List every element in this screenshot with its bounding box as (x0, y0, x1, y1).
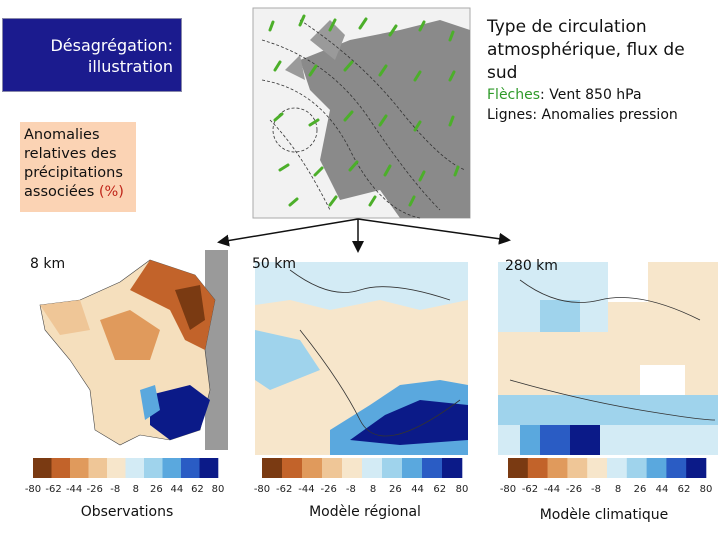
colorbar-label: -44 (298, 484, 314, 495)
colorbar-label: -26 (86, 484, 102, 495)
colorbar-cell (607, 458, 628, 478)
resolution: 8 km (30, 256, 66, 272)
colorbar-label: 62 (678, 484, 691, 495)
colorbar-cell (70, 458, 89, 478)
colorbar-cell (666, 458, 687, 478)
colorbar-label: -26 (566, 484, 582, 495)
observation-map (25, 250, 228, 455)
arrows (217, 218, 511, 253)
colorbar-label: -62 (522, 484, 538, 495)
colorbar-label: 44 (171, 484, 184, 495)
colorbar-label: 8 (615, 484, 621, 495)
colorbar-label: 26 (150, 484, 163, 495)
colorbar-label: 80 (456, 484, 469, 495)
colorbar-label: -62 (276, 484, 292, 495)
colorbar-cell (587, 458, 608, 478)
caption: Modèle régional (309, 504, 421, 520)
anomaly-unit: (%) (98, 184, 124, 200)
colorbar-label: -8 (346, 484, 356, 495)
anomaly-text: Anomalies relatives des précipitations a… (24, 127, 123, 200)
arrows-text: : Vent 850 hPa (540, 87, 642, 103)
climate-map (498, 262, 718, 455)
title-line: Désagrégation: (50, 36, 173, 55)
colorbar-cell (422, 458, 443, 478)
colorbar-cell (362, 458, 383, 478)
colorbar-label: -26 (320, 484, 336, 495)
colorbar-cell (686, 458, 707, 478)
colorbar-cell (33, 458, 52, 478)
arrows-legend: Flèches: Vent 850 hPa (487, 85, 719, 105)
circulation-map (252, 7, 471, 219)
resolution: 50 km (252, 256, 297, 272)
colorbar-cell (646, 458, 667, 478)
colorbar-label: -44 (66, 484, 82, 495)
colorbar-cell (162, 458, 182, 478)
colorbar-cell (107, 458, 126, 478)
colorbar-cell (51, 458, 71, 478)
colorbar-cell (144, 458, 163, 478)
colorbar-cell (262, 458, 283, 478)
colorbar-cell (547, 458, 568, 478)
colorbar-label: 26 (634, 484, 647, 495)
resolution: 280 km (505, 258, 558, 274)
colorbar-label: -8 (110, 484, 120, 495)
colorbar-label: -80 (25, 484, 41, 495)
colorbar-label: -8 (591, 484, 601, 495)
colorbar-cell (342, 458, 363, 478)
colorbar-cell (442, 458, 463, 478)
colorbar-cell (282, 458, 303, 478)
colorbar-cell (302, 458, 323, 478)
colorbars: -80 -62 -44 -26 -8 8 26 44 62 80 -80 -62 -44 -26 -8 8 26… (25, 458, 713, 495)
colorbar-label: -44 (544, 484, 560, 495)
colorbar-label: 26 (389, 484, 402, 495)
colorbar-label: 8 (370, 484, 376, 495)
colorbar-cell (508, 458, 529, 478)
colorbar-label: 80 (212, 484, 225, 495)
colorbar-cell (567, 458, 588, 478)
colorbar-label: 62 (191, 484, 204, 495)
colorbar-cell (88, 458, 108, 478)
title-box: Désagrégation: illustration (2, 18, 182, 92)
colorbar-cell (125, 458, 145, 478)
circulation-title: Type de circulation atmosphérique, flux … (487, 17, 685, 83)
colorbar-label: -80 (254, 484, 270, 495)
colorbar-cell (402, 458, 423, 478)
colorbar-label: 44 (411, 484, 424, 495)
circulation-text: Type de circulation atmosphérique, flux … (487, 16, 719, 125)
regional-map (255, 262, 468, 455)
arrows-key: Flèches (487, 87, 541, 103)
colorbar-label: 80 (700, 484, 713, 495)
colorbar-cell (181, 458, 200, 478)
colorbar-cell (626, 458, 647, 478)
colorbar-label: 44 (656, 484, 669, 495)
colorbar-label: 8 (133, 484, 139, 495)
colorbar-cell (382, 458, 403, 478)
colorbar-label: -80 (500, 484, 516, 495)
colorbar-cell (322, 458, 343, 478)
caption: Modèle climatique (539, 507, 669, 523)
colorbar-label: -62 (45, 484, 61, 495)
title-line: illustration (87, 57, 173, 76)
colorbar-cell (199, 458, 219, 478)
colorbar-cell (527, 458, 548, 478)
caption: Observations (80, 504, 174, 520)
colorbar-label: 62 (433, 484, 446, 495)
anomaly-box: Anomalies relatives des précipitations a… (20, 122, 136, 212)
lines-legend: Lignes: Anomalies pression (487, 107, 678, 123)
